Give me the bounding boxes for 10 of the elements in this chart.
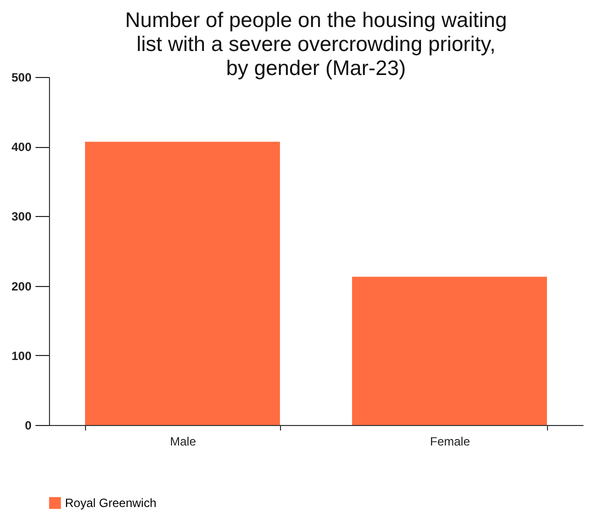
y-tick-label: 300 bbox=[11, 210, 32, 224]
y-tick-label: 500 bbox=[11, 70, 32, 84]
y-tick-label: 100 bbox=[11, 348, 32, 363]
x-tick-label: Male bbox=[170, 434, 196, 448]
y-tick-label: 200 bbox=[11, 279, 32, 294]
y-tick-label: 400 bbox=[11, 140, 32, 154]
y-tick-label: 0 bbox=[24, 418, 32, 432]
legend-label: Royal Greenwich bbox=[65, 496, 156, 510]
x-tick-label: Female bbox=[430, 434, 470, 448]
chart-title: Number of people on the housing waiting list with a severe overcrowding priority, by gender (Mar-23) bbox=[125, 9, 507, 80]
